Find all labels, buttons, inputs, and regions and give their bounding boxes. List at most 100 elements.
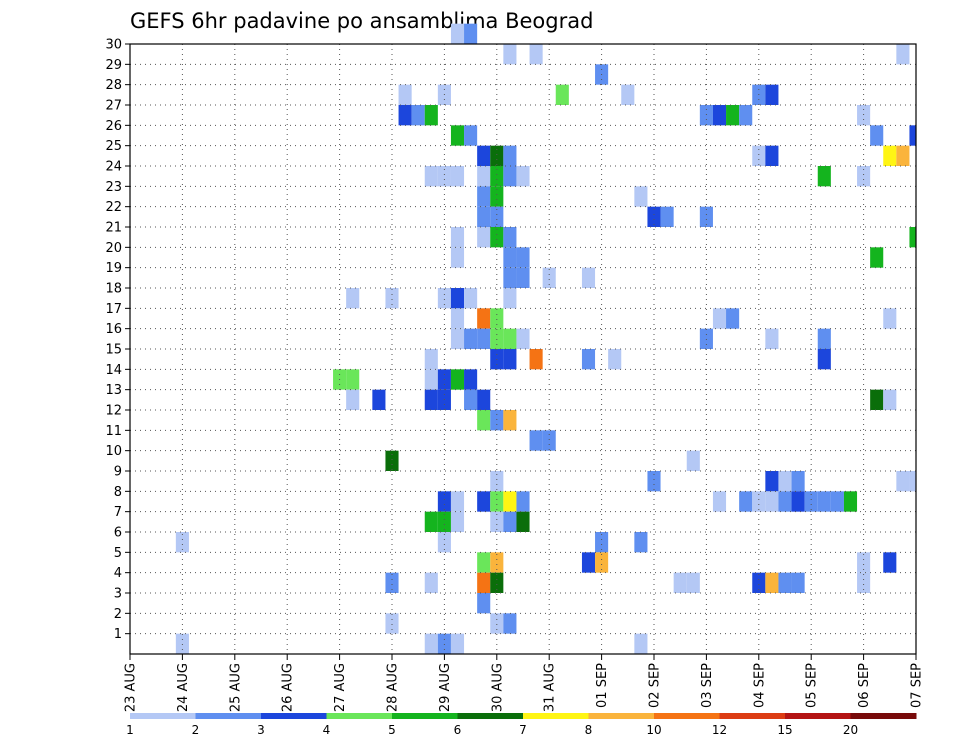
x-axis: 23 AUG 24 AUG 25 AUG 26 AUG 27 AUG 28 AUG 29 A… <box>124 654 925 712</box>
precip-cell <box>490 186 504 207</box>
precip-cell <box>896 44 910 65</box>
precip-cell <box>778 572 792 593</box>
precip-cell <box>437 288 451 309</box>
x-tick-label: 24 AUG <box>176 663 191 712</box>
precip-cell <box>385 613 399 634</box>
precip-cell <box>817 349 831 370</box>
colorbar-swatch <box>195 713 262 719</box>
precip-cell <box>450 511 465 532</box>
y-tick-label: 13 <box>105 383 122 398</box>
y-tick-label: 11 <box>105 424 122 439</box>
precip-cell <box>450 125 465 146</box>
y-tick-label: 15 <box>105 343 122 358</box>
precip-cell <box>503 511 517 532</box>
precip-cell <box>739 491 753 512</box>
precip-cell <box>909 471 916 492</box>
precip-cell <box>896 145 910 166</box>
precip-cell <box>450 23 465 44</box>
precip-cell <box>424 633 438 654</box>
precip-cell <box>817 491 831 512</box>
precip-cell <box>529 430 543 451</box>
precip-cell <box>870 125 884 146</box>
precip-cell <box>752 491 766 512</box>
precip-cell <box>896 471 910 492</box>
y-tick-label: 18 <box>105 282 122 297</box>
colorbar-label: 1 <box>126 723 134 737</box>
precip-cell <box>411 105 425 126</box>
y-tick-label: 28 <box>105 78 122 93</box>
colorbar-label: 7 <box>519 723 527 737</box>
precip-cell <box>883 145 897 166</box>
precip-cell <box>791 471 805 492</box>
precip-cell <box>542 430 556 451</box>
precip-cell <box>529 44 543 65</box>
precip-cell <box>477 166 491 187</box>
colorbar-label: 6 <box>454 723 462 737</box>
precip-cell <box>398 84 412 105</box>
colorbar-swatch <box>719 713 786 719</box>
y-tick-label: 22 <box>105 200 122 215</box>
precip-cell <box>699 105 713 126</box>
colorbar-swatch <box>654 713 720 719</box>
precip-cell <box>424 389 438 410</box>
colorbar-swatch <box>785 713 851 719</box>
x-tick-label: 07 SEP <box>910 663 925 708</box>
precip-cell <box>346 369 360 390</box>
y-tick-label: 2 <box>114 607 122 622</box>
y-tick-label: 29 <box>105 58 122 73</box>
precip-cell <box>581 349 596 370</box>
precip-cell <box>503 227 517 248</box>
precip-cell <box>477 227 491 248</box>
y-tick-label: 3 <box>114 587 122 602</box>
colorbar-label: 2 <box>192 723 200 737</box>
y-tick-label: 10 <box>105 444 122 459</box>
precip-cell <box>490 166 504 187</box>
precip-cell <box>464 369 478 390</box>
precip-cell <box>765 471 779 492</box>
precip-cell <box>437 511 451 532</box>
precip-cell <box>346 288 360 309</box>
precip-cell <box>372 389 386 410</box>
precip-cell <box>843 491 858 512</box>
y-tick-label: 16 <box>105 322 122 337</box>
precip-cell <box>608 349 622 370</box>
precip-cell <box>503 288 517 309</box>
x-tick-label: 23 AUG <box>124 663 139 712</box>
precip-cell <box>464 288 478 309</box>
y-tick-label: 30 <box>105 38 122 53</box>
colorbar-label: 8 <box>585 723 593 737</box>
precip-cell <box>765 328 779 349</box>
precip-cell <box>870 389 884 410</box>
precip-cell <box>739 105 753 126</box>
precip-cell <box>437 532 451 553</box>
y-tick-label: 26 <box>105 119 122 134</box>
precip-cell <box>870 247 884 268</box>
precip-cell <box>477 206 491 227</box>
precip-cell <box>450 247 465 268</box>
precip-cell <box>857 105 871 126</box>
precip-cell <box>477 328 491 349</box>
precip-cell <box>883 389 897 410</box>
x-tick-label: 05 SEP <box>805 663 820 708</box>
precip-cell <box>490 511 504 532</box>
precip-cell <box>726 308 740 329</box>
x-tick-label: 30 AUG <box>490 663 505 712</box>
precip-cell <box>634 186 648 207</box>
precip-cell <box>477 389 491 410</box>
colorbar-swatch <box>392 713 458 719</box>
precip-cell <box>424 166 438 187</box>
y-tick-label: 25 <box>105 139 122 154</box>
colorbar-label: 3 <box>257 723 265 737</box>
y-tick-label: 7 <box>114 505 122 520</box>
precip-cell <box>712 308 727 329</box>
precip-cell <box>503 44 517 65</box>
precip-cell <box>450 633 465 654</box>
colorbar-legend: 1 2 3 4 5 6 7 8 10 12 15 20 <box>126 713 917 737</box>
y-tick-label: 6 <box>114 526 122 541</box>
x-tick-label: 04 SEP <box>752 663 767 708</box>
precip-cell <box>503 349 517 370</box>
y-tick-label: 1 <box>114 627 122 642</box>
precip-cell <box>686 450 700 471</box>
colorbar-swatch <box>261 713 327 719</box>
precip-cell <box>490 613 504 634</box>
